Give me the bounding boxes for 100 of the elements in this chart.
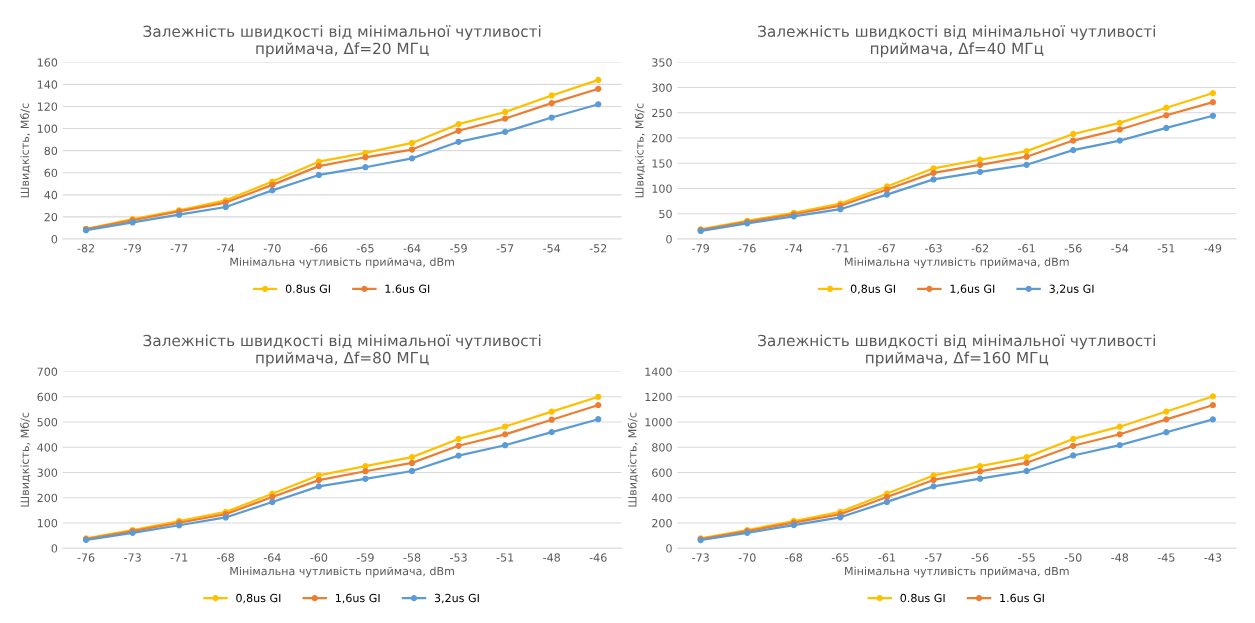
x-tick-label: -63	[924, 244, 942, 253]
x-tick-label: -82	[77, 244, 94, 253]
x-tick-label: -60	[310, 553, 328, 562]
y-tick-label: 0	[51, 544, 58, 553]
legend-label: 1.6us GI	[385, 284, 430, 293]
x-tick-label: -53	[450, 553, 467, 562]
y-tick-label: 150	[652, 159, 672, 168]
x-tick-label: -70	[263, 244, 281, 253]
chart-title: Залежність швидкості від мінімальної чутливості приймача, Δf=80 МГц	[143, 334, 541, 367]
chart-title: Залежність швидкості від мінімальної чутливості приймача, Δf=20 МГц	[143, 25, 541, 58]
legend-label: 3,2us GI	[1049, 284, 1094, 295]
x-tick-label: -76	[77, 553, 95, 562]
y-tick-label: 20	[44, 212, 58, 222]
x-tick-label: -61	[878, 553, 895, 562]
x-tick-label: -70	[738, 553, 756, 562]
x-tick-label: -66	[310, 244, 328, 253]
x-tick-label: -68	[785, 553, 803, 562]
x-tick-label: -67	[878, 244, 896, 253]
x-axis-title: Мінімальна чутливість приймача, dBm	[845, 566, 1069, 578]
x-tick-label: -71	[170, 553, 188, 562]
y-tick-label: 1200	[645, 392, 672, 402]
x-tick-label: -59	[356, 553, 374, 562]
x-tick-label: -56	[971, 553, 989, 562]
y-tick-label: 200	[37, 493, 58, 503]
x-axis-title: Мінімальна чутливість приймача, dBm	[845, 257, 1069, 269]
y-tick-label: 100	[652, 184, 672, 193]
x-tick-label: -43	[1204, 553, 1222, 562]
y-tick-label: 140	[37, 80, 58, 89]
y-tick-label: 300	[37, 468, 58, 477]
y-tick-label: 400	[37, 443, 58, 452]
x-tick-label: -57	[496, 244, 514, 253]
legend-label: 1.6us GI	[1000, 593, 1044, 603]
y-tick-label: 600	[652, 468, 672, 477]
x-tick-label: -73	[692, 553, 709, 562]
x-axis-title: Мінімальна чутливість приймача, dBm	[230, 257, 454, 269]
y-tick-label: 200	[652, 518, 672, 528]
y-axis-title: Швидкість, Мб/с	[634, 103, 645, 198]
legend-label: 0,8us GI	[236, 593, 281, 604]
y-tick-label: 80	[44, 146, 58, 156]
chart-title: Залежність швидкості від мінімальної чутливості приймача, Δf=160 МГц	[758, 334, 1155, 367]
x-tick-label: -65	[831, 553, 849, 562]
y-tick-label: 500	[37, 418, 58, 427]
chart-title: Залежність швидкості від мінімальної чутливості приймача, Δf=40 МГц	[758, 25, 1155, 58]
x-tick-label: -48	[1111, 553, 1129, 562]
x-tick-label: -45	[1157, 553, 1175, 562]
x-axis-title: Мінімальна чутливість приймача, dBm	[230, 566, 454, 578]
x-tick-label: -64	[403, 244, 421, 253]
y-tick-label: 1400	[645, 367, 672, 376]
y-tick-label: 200	[652, 134, 672, 143]
y-tick-label: 350	[652, 58, 672, 67]
legend-label: 1,6us GI	[950, 284, 995, 295]
y-tick-label: 0	[666, 544, 672, 553]
legend-label: 1,6us GI	[335, 593, 380, 604]
x-tick-label: -79	[692, 244, 709, 253]
x-tick-label: -74	[217, 244, 235, 253]
legend-label: 0.8us GI	[285, 284, 330, 293]
x-tick-label: -51	[496, 553, 514, 562]
legend-label: 3,2us GI	[434, 593, 479, 604]
y-tick-label: 300	[652, 83, 672, 92]
x-tick-label: -58	[403, 553, 421, 562]
y-tick-label: 400	[651, 493, 672, 503]
y-tick-label: 160	[37, 58, 58, 67]
x-tick-label: -76	[738, 244, 756, 253]
x-tick-label: -54	[543, 244, 561, 253]
y-tick-label: 60	[44, 168, 58, 178]
x-tick-label: -52	[589, 244, 607, 253]
legend-label: 0.8us GI	[900, 593, 945, 603]
x-tick-label: -56	[1064, 244, 1082, 253]
x-tick-label: -79	[124, 244, 141, 253]
x-tick-label: -71	[831, 244, 849, 253]
y-tick-label: 40	[44, 190, 58, 200]
x-tick-label: -59	[450, 244, 467, 253]
y-tick-label: 0	[51, 234, 58, 244]
y-tick-label: 50	[659, 209, 672, 219]
x-tick-label: -65	[356, 244, 374, 253]
x-tick-label: -61	[1018, 244, 1035, 253]
x-tick-label: -73	[124, 553, 141, 562]
y-axis-title: Швидкість, Мб/с	[20, 103, 31, 198]
x-tick-label: -48	[543, 553, 560, 562]
x-tick-label: -57	[924, 553, 942, 562]
x-tick-label: -77	[170, 244, 188, 253]
y-tick-label: 100	[37, 518, 58, 528]
y-tick-label: 700	[37, 367, 58, 376]
x-tick-label: -74	[785, 244, 803, 253]
y-tick-label: 800	[652, 443, 672, 452]
y-axis-title: Швидкість, Мб/с	[20, 412, 31, 507]
x-tick-label: -55	[1018, 553, 1035, 562]
y-tick-label: 1000	[645, 418, 672, 427]
y-tick-label: 600	[37, 392, 58, 402]
y-tick-label: 250	[652, 108, 672, 118]
x-tick-label: -64	[263, 553, 281, 562]
x-tick-label: -46	[589, 553, 607, 562]
x-tick-label: -54	[1111, 244, 1129, 253]
y-tick-label: 0	[666, 234, 672, 244]
x-tick-label: -68	[217, 553, 235, 562]
y-axis-title: Швидкість, Мб/с	[627, 412, 638, 507]
y-tick-label: 120	[37, 102, 58, 111]
x-tick-label: -50	[1064, 553, 1082, 562]
y-tick-label: 100	[37, 124, 58, 133]
x-tick-label: -49	[1204, 244, 1222, 253]
